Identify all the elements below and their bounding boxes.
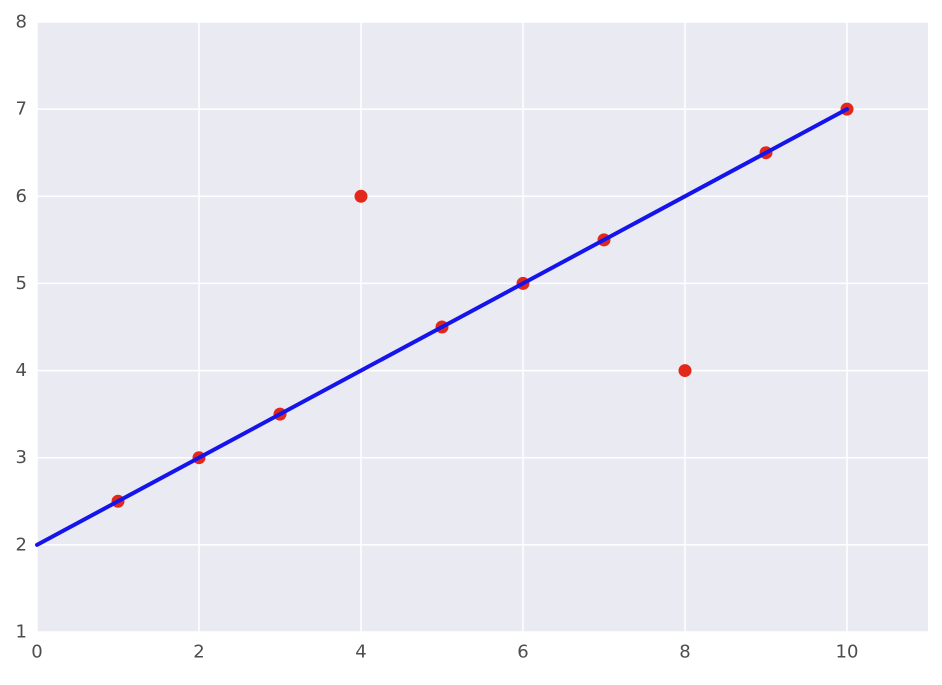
y-tick-label: 8 — [16, 12, 27, 33]
x-tick-label: 2 — [193, 642, 204, 663]
x-tick-label: 4 — [355, 642, 366, 663]
y-tick-label: 3 — [16, 447, 27, 468]
x-tick-label: 6 — [517, 642, 528, 663]
x-tick-label: 8 — [679, 642, 690, 663]
y-tick-label: 4 — [16, 360, 27, 381]
plot-area — [37, 22, 928, 632]
x-tick-label: 10 — [836, 642, 859, 663]
regression-line — [35, 107, 849, 547]
data-point — [354, 189, 368, 203]
y-tick-label: 2 — [16, 534, 27, 555]
data-point — [678, 364, 692, 378]
y-tick-label: 1 — [16, 622, 27, 643]
y-tick-label: 6 — [16, 186, 27, 207]
y-tick-label: 7 — [16, 99, 27, 120]
y-tick-label: 5 — [16, 273, 27, 294]
x-tick-label: 0 — [31, 642, 42, 663]
